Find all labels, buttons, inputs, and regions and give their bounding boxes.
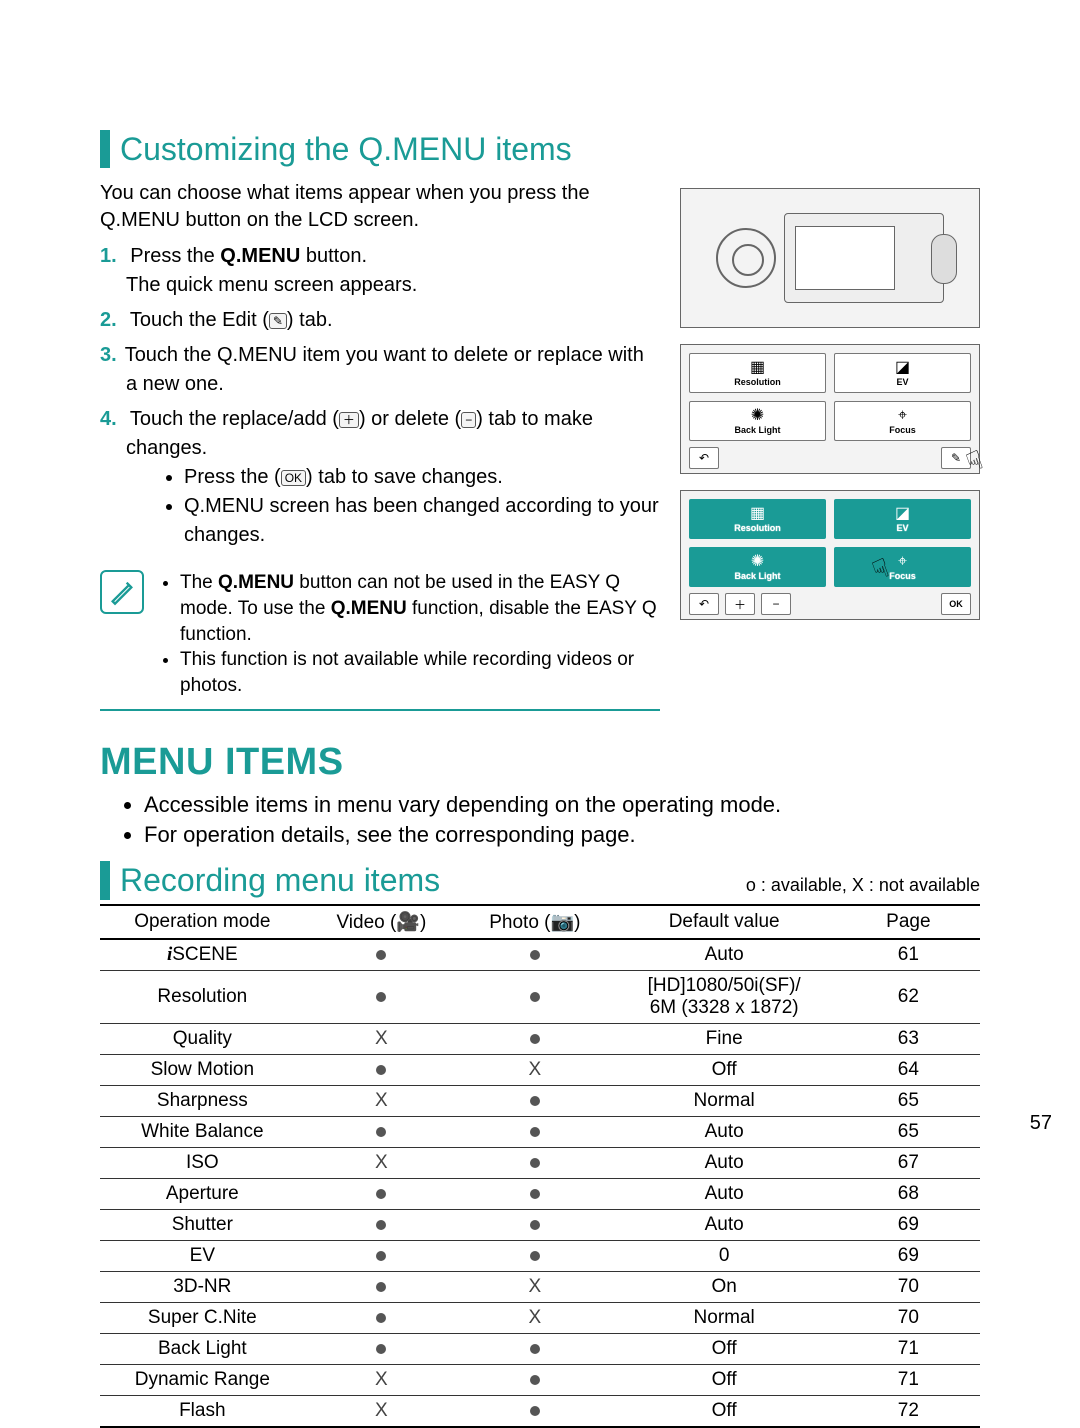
table-row: ApertureAuto68 [100, 1178, 980, 1209]
table-row: SharpnessXNormal65 [100, 1085, 980, 1116]
camera-illustration [680, 188, 980, 328]
step-4-sub-2: Q.MENU screen has been changed according… [184, 492, 660, 550]
lens-icon [716, 228, 776, 288]
lcd-screen-1: ▦Resolution ◪EV ✺Back Light ⌖Focus ↶ ✎ ☟ [680, 344, 980, 474]
menu-bullet-1: Accessible items in menu vary depending … [144, 790, 990, 821]
tile-ev: ◪EV [834, 353, 971, 393]
table-header-row: Operation mode Video (🎥) Photo (📷) Defau… [100, 905, 980, 939]
col-photo: Photo (📷) [458, 905, 611, 939]
tile-resolution: ▦Resolution [689, 353, 826, 393]
table-row: Back LightOff71 [100, 1333, 980, 1364]
table-row: White BalanceAuto65 [100, 1116, 980, 1147]
tile-resolution-2: ▦Resolution [689, 499, 826, 539]
add-button-icon: ＋ [725, 593, 755, 615]
tile-focus-2: ⌖Focus [834, 547, 971, 587]
edit-button-icon: ✎ [941, 447, 971, 469]
step-4: Touch the replace/add (＋) or delete (−) … [100, 405, 660, 550]
illustration-column: ▦Resolution ◪EV ✺Back Light ⌖Focus ↶ ✎ ☟… [680, 188, 980, 636]
back-button-icon: ↶ [689, 447, 719, 469]
ok-button-icon: OK [941, 593, 971, 615]
table-row: QualityXFine63 [100, 1023, 980, 1054]
table-row: Resolution[HD]1080/50i(SF)/6M (3328 x 18… [100, 970, 980, 1023]
table-row: EV069 [100, 1240, 980, 1271]
note-icon [100, 570, 144, 614]
menu-items-heading: MENU ITEMS [100, 741, 990, 784]
section-heading-customizing: Customizing the Q.MENU items [100, 130, 990, 168]
table-row: Slow MotionXOff64 [100, 1054, 980, 1085]
section-heading-recording: Recording menu items [100, 861, 440, 899]
page-number: 57 [1030, 1112, 1052, 1135]
step-1: Press the Q.MENU button. The quick menu … [100, 242, 660, 300]
steps-list: Press the Q.MENU button. The quick menu … [100, 242, 660, 550]
table-row: Dynamic RangeXOff71 [100, 1364, 980, 1395]
tile-backlight-2: ✺Back Light [689, 547, 826, 587]
back-button-icon-2: ↶ [689, 593, 719, 615]
table-row: ShutterAuto69 [100, 1209, 980, 1240]
note-box: The Q.MENU button can not be used in the… [100, 564, 660, 710]
menu-items-bullets: Accessible items in menu vary depending … [144, 790, 990, 852]
recording-menu-table: Operation mode Video (🎥) Photo (📷) Defau… [100, 904, 980, 1428]
col-operation-mode: Operation mode [100, 905, 305, 939]
step-4-sub-1: Press the (OK) tab to save changes. [184, 463, 660, 492]
col-page: Page [837, 905, 980, 939]
table-row: FlashXOff72 [100, 1395, 980, 1427]
table-row: iSCENEAuto61 [100, 939, 980, 971]
camera-body-icon [784, 213, 944, 303]
table-row: ISOXAuto67 [100, 1147, 980, 1178]
tile-ev-2: ◪EV [834, 499, 971, 539]
lcd-screen-2: ▦Resolution ◪EV ✺Back Light ⌖Focus ↶ ＋ −… [680, 490, 980, 620]
menu-bullet-2: For operation details, see the correspon… [144, 820, 990, 851]
table-row: Super C.NiteXNormal70 [100, 1302, 980, 1333]
table-legend: o : available, X : not available [746, 875, 980, 900]
add-icon: ＋ [339, 412, 359, 428]
tile-focus: ⌖Focus [834, 401, 971, 441]
intro-text: You can choose what items appear when yo… [100, 180, 660, 234]
delete-icon: − [461, 412, 476, 428]
table-row: 3D-NRXOn70 [100, 1271, 980, 1302]
col-video: Video (🎥) [305, 905, 458, 939]
col-default: Default value [612, 905, 837, 939]
step-2: Touch the Edit (✎) tab. [100, 306, 660, 335]
step-3: Touch the Q.MENU item you want to delete… [100, 341, 660, 399]
del-button-icon: − [761, 593, 791, 615]
ok-icon: OK [281, 470, 306, 486]
note-2: This function is not available while rec… [180, 647, 660, 698]
edit-icon: ✎ [269, 313, 287, 329]
tile-backlight: ✺Back Light [689, 401, 826, 441]
note-1: The Q.MENU button can not be used in the… [180, 570, 660, 647]
